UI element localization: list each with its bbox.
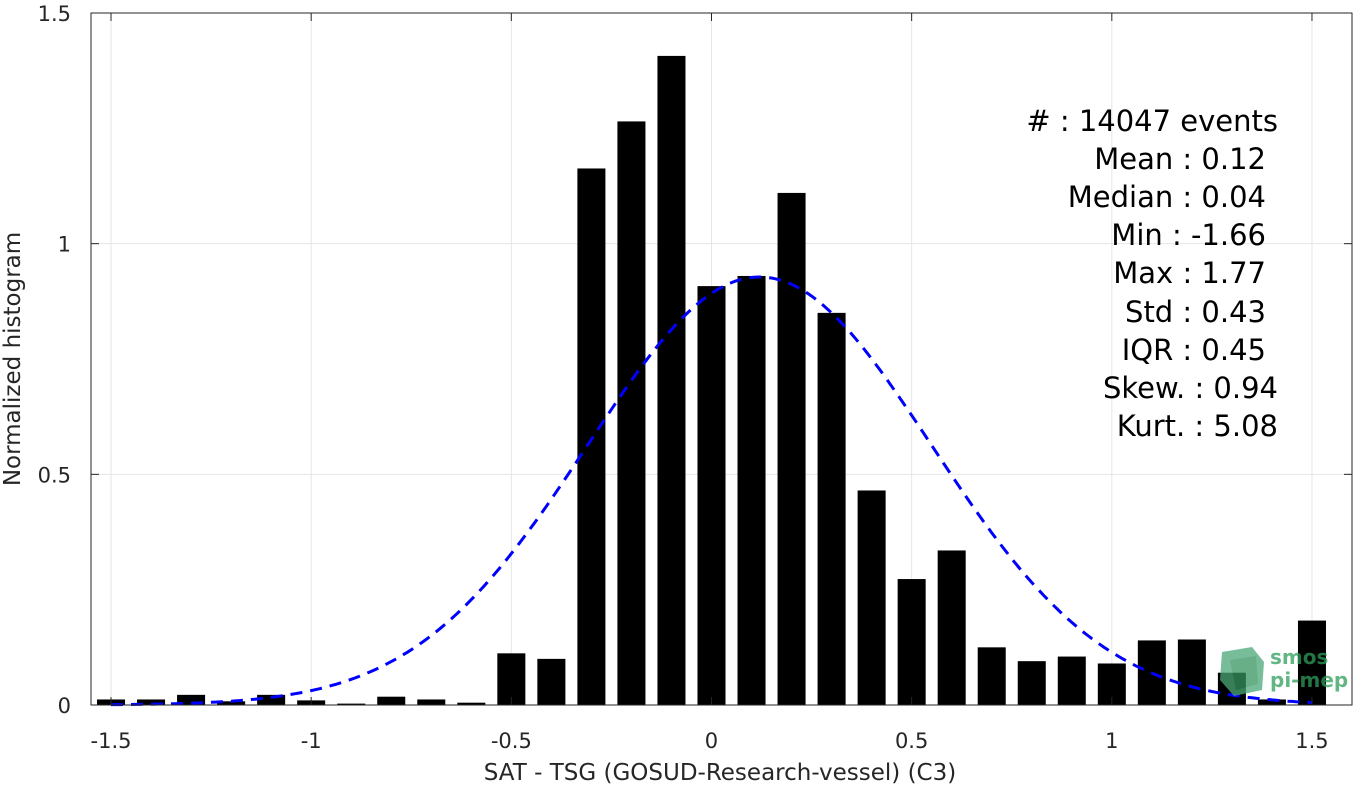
histogram-bar — [777, 192, 806, 706]
stat-kurt: Kurt. : 5.08 — [1117, 409, 1278, 443]
smos-pi-mep-logo: smos pi-mep — [1220, 645, 1348, 696]
x-tick-label: 0 — [705, 729, 718, 753]
histogram-bar — [1057, 656, 1086, 705]
y-tick-label: 1.5 — [38, 2, 71, 26]
x-tick-label: -1.5 — [91, 729, 132, 753]
x-tick-label: 1.5 — [1295, 729, 1328, 753]
stat-min: Min : -1.66 — [1111, 218, 1266, 252]
histogram-bar — [1297, 620, 1326, 705]
stat-std: Std : 0.43 — [1125, 295, 1266, 329]
stat-mean: Mean : 0.12 — [1094, 142, 1266, 176]
x-axis-label: SAT - TSG (GOSUD-Research-vessel) (C3) — [484, 760, 956, 785]
histogram-bar — [537, 658, 566, 705]
histogram-bar — [177, 694, 206, 705]
histogram-bar — [217, 701, 246, 705]
logo-shape-inner-icon — [1230, 656, 1258, 690]
y-tick-label: 0 — [58, 694, 71, 718]
y-tick-label: 1 — [58, 233, 71, 257]
histogram-bar — [857, 490, 886, 705]
histogram-bar — [737, 275, 766, 705]
normal-fit-curve — [111, 275, 1313, 707]
histogram-bar — [1017, 661, 1046, 705]
x-tick-label: 0.5 — [895, 729, 928, 753]
histogram-bar — [337, 703, 366, 705]
histogram-bar — [1177, 639, 1206, 705]
histogram-bar — [697, 286, 726, 705]
histogram-bar — [937, 550, 966, 705]
stat-count: # : 14047 events — [1026, 104, 1278, 138]
histogram-bar — [1257, 699, 1286, 705]
x-tick-label: 1 — [1105, 729, 1118, 753]
histogram-bar — [377, 696, 406, 705]
histogram-bar — [457, 702, 486, 705]
x-tick-label: -0.5 — [491, 729, 532, 753]
histogram-bar — [817, 312, 846, 705]
statistics-annotation: # : 14047 events Mean : 0.12 Median : 0.… — [1026, 104, 1278, 443]
histogram-bar — [657, 55, 686, 706]
x-tick-label: -1 — [301, 729, 322, 753]
histogram-bar — [897, 579, 926, 705]
plot-frame — [90, 12, 1353, 706]
logo-text-pimep: pi-mep — [1270, 668, 1348, 692]
histogram-bar — [617, 121, 646, 705]
logo-text-smos: smos — [1270, 645, 1328, 669]
y-axis-label: Normalized histogram — [0, 232, 26, 486]
histogram-bar — [497, 653, 526, 705]
histogram-bar — [977, 647, 1006, 705]
stat-skew: Skew. : 0.94 — [1103, 371, 1278, 405]
stat-median: Median : 0.04 — [1068, 180, 1266, 214]
stat-iqr: IQR : 0.45 — [1122, 333, 1266, 367]
y-tick-label: 0.5 — [38, 463, 71, 487]
histogram-bar — [417, 699, 446, 705]
histogram-bar — [137, 699, 166, 705]
x-axis-ticks: -1.5 -1 -0.5 0 0.5 1 1.5 — [91, 13, 1329, 753]
y-axis-ticks: 0 0.5 1 1.5 — [38, 2, 1352, 718]
stat-max: Max : 1.77 — [1113, 256, 1266, 290]
histogram-bar — [257, 694, 286, 705]
